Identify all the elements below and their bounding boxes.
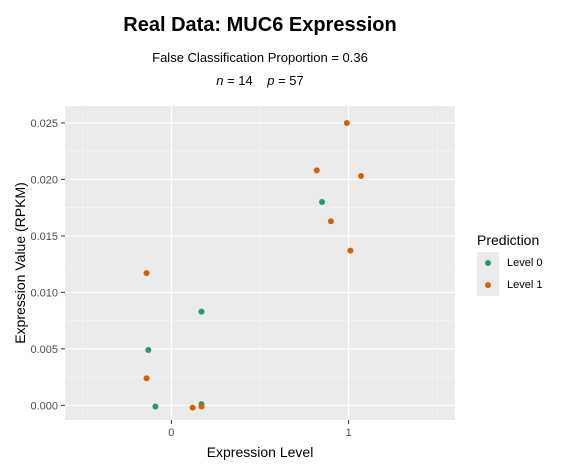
legend: Prediction Level 0 Level 1 — [477, 232, 542, 296]
y-tick-label: 0.000 — [30, 400, 58, 412]
chart-title: Real Data: MUC6 Expression — [123, 14, 397, 36]
legend-dot-level-1 — [485, 282, 491, 288]
x-tick-label: 1 — [346, 427, 352, 439]
legend-title: Prediction — [477, 232, 540, 248]
legend-key — [477, 252, 499, 274]
data-point-level-1 — [313, 167, 320, 174]
minor-gridlines — [65, 106, 455, 420]
x-axis-title: Expression Level — [207, 444, 314, 460]
data-point-level-0 — [152, 403, 159, 410]
legend-item-level-0: Level 0 — [477, 252, 542, 274]
y-tick-label: 0.020 — [30, 174, 58, 186]
data-point-level-1 — [189, 404, 196, 411]
y-axis-title: Expression Value (RPKM) — [12, 182, 28, 344]
data-point-level-0 — [319, 199, 326, 206]
data-point-level-0 — [145, 346, 152, 353]
chart-subtitle-n-p: n = 14 p = 57 — [0, 73, 520, 88]
y-axis-ticks: 0.000 0.005 0.010 0.015 0.020 0.025 — [30, 118, 65, 412]
data-point-level-1 — [347, 247, 354, 254]
p-value: = 57 — [274, 73, 304, 88]
data-point-level-1 — [327, 218, 334, 225]
n-symbol: n — [216, 73, 224, 88]
y-tick-label: 0.005 — [30, 344, 58, 356]
y-tick-label: 0.015 — [30, 231, 58, 243]
y-tick-label: 0.010 — [30, 287, 58, 299]
data-point-level-0 — [198, 308, 205, 315]
data-point-level-1 — [358, 173, 365, 180]
legend-item-level-1: Level 1 — [477, 274, 542, 296]
x-tick-label: 0 — [168, 427, 174, 439]
legend-dot-level-0 — [485, 260, 491, 266]
n-value: = 14 — [223, 73, 253, 88]
data-point-level-1 — [143, 375, 150, 382]
p-symbol: p — [267, 73, 275, 88]
chart-subtitle-proportion: False Classification Proportion = 0.36 — [152, 50, 368, 65]
legend-label: Level 0 — [507, 257, 543, 269]
y-tick-label: 0.025 — [30, 118, 58, 130]
data-points — [143, 119, 365, 411]
data-point-level-1 — [343, 119, 350, 126]
data-point-level-1 — [198, 403, 205, 410]
legend-key — [477, 274, 499, 296]
major-gridlines — [65, 106, 455, 420]
legend-label: Level 1 — [507, 279, 543, 291]
data-point-level-1 — [143, 270, 150, 277]
